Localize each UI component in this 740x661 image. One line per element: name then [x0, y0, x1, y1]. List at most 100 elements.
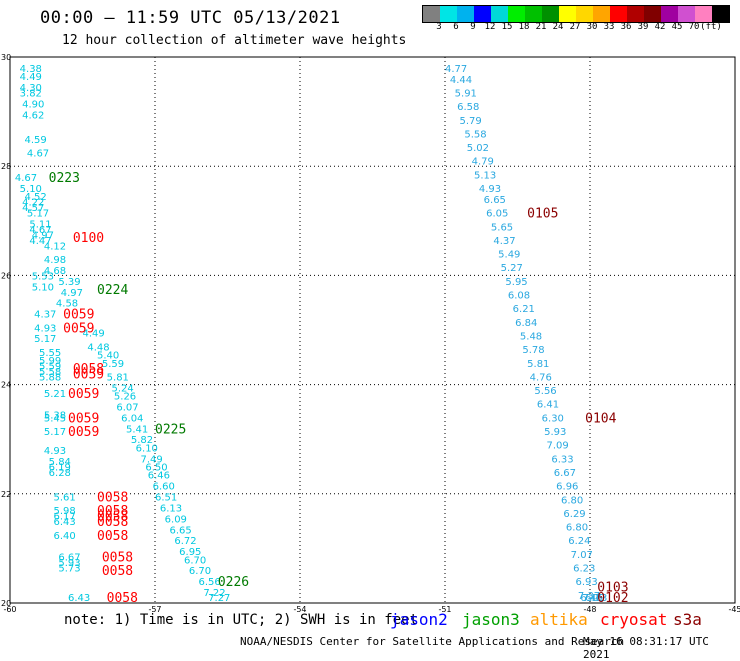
wave-height-value: 6.51	[155, 493, 177, 504]
wave-height-value: 4.49	[20, 72, 42, 83]
pass-time-label: 0103	[597, 581, 628, 596]
credit-text: NOAA/NESDIS Center for Satellite Applica…	[240, 635, 625, 648]
wave-height-value: 4.79	[472, 157, 494, 168]
wave-height-value: 6.65	[484, 195, 506, 206]
wave-height-value: 5.13	[474, 170, 496, 181]
colorbar-label: 24	[552, 22, 564, 32]
wave-height-value: 4.93	[44, 446, 66, 457]
pass-time-label: 0225	[155, 422, 186, 437]
wave-height-value: 6.70	[189, 566, 211, 577]
wave-height-value: 5.61	[54, 493, 76, 504]
wave-height-value: 5.56	[534, 386, 556, 397]
pass-time-label: 0058	[102, 551, 133, 566]
wave-height-value: 4.77	[445, 64, 467, 75]
colorbar-swatch	[423, 6, 440, 22]
wave-height-value: 4.22	[22, 198, 44, 209]
wave-height-value: 4.62	[22, 110, 44, 121]
wave-height-value: 6.46	[148, 471, 170, 482]
colorbar-swatch	[525, 6, 542, 22]
wave-height-value: 5.84	[49, 457, 71, 468]
colorbar-label: 42	[654, 22, 666, 32]
wave-height-value: 4.58	[56, 299, 78, 310]
wave-height-value: 5.58	[39, 367, 61, 378]
wave-height-value: 6.24	[568, 536, 590, 547]
page-subtitle: 12 hour collection of altimeter wave hei…	[62, 33, 407, 48]
wave-height-value: 5.17	[44, 427, 66, 438]
colorbar-label: 45	[671, 22, 683, 32]
pass-time-label: 0105	[527, 207, 558, 222]
wave-height-value: 5.38	[44, 411, 66, 422]
wave-height-value: 5.10	[32, 282, 54, 293]
colorbar-label: 3	[436, 22, 442, 32]
colorbar-label: 21	[535, 22, 547, 32]
wave-height-value: 6.93	[576, 577, 598, 588]
colorbar-label: 70	[688, 22, 700, 32]
lon-tick-label: -45	[728, 605, 740, 614]
wave-height-value: 6.13	[160, 503, 182, 514]
pass-time-label: 0059	[68, 387, 99, 402]
wave-height-value: 4.37	[493, 236, 515, 247]
wave-height-value: 6.23	[573, 564, 595, 575]
wave-height-value: 7.37	[578, 591, 600, 602]
wave-height-value: 4.67	[15, 173, 37, 184]
pass-time-label: 0058	[97, 515, 128, 530]
colorbar-label: (ft)	[700, 22, 722, 32]
colorbar-label: 9	[470, 22, 476, 32]
wave-height-value: 6.67	[58, 553, 80, 564]
wave-height-value: 6.07	[116, 402, 138, 413]
colorbar-label: 36	[620, 22, 632, 32]
colorbar-swatch	[542, 6, 559, 22]
wave-height-value: 4.38	[20, 64, 42, 75]
colorbar-swatch	[644, 6, 661, 22]
colorbar-swatch	[559, 6, 576, 22]
wave-height-value: 6.73	[585, 593, 607, 604]
wave-height-value: 4.52	[25, 192, 47, 203]
colorbar-swatch	[491, 6, 508, 22]
mission-label: jason2	[390, 610, 448, 629]
wave-height-value: 6.80	[566, 523, 588, 534]
wave-height-value: 5.48	[520, 331, 542, 342]
wave-height-value: 6.45	[580, 593, 602, 604]
colorbar-swatch	[474, 6, 491, 22]
wave-height-value: 7.49	[141, 454, 163, 465]
wave-height-value: 6.41	[537, 400, 559, 411]
pass-time-label: 0100	[73, 231, 104, 246]
wave-height-value: 6.84	[515, 318, 537, 329]
wave-height-value: 5.11	[29, 220, 51, 231]
colorbar-label: 30	[586, 22, 598, 32]
colorbar-label: 39	[637, 22, 649, 32]
colorbar	[422, 5, 730, 23]
pass-time-label: 0058	[97, 529, 128, 544]
mission-label: altika	[530, 610, 588, 629]
map-frame	[9, 56, 736, 604]
wave-height-value: 5.81	[527, 359, 549, 370]
mission-label: cryosat	[600, 610, 668, 629]
colorbar-swatch	[661, 6, 678, 22]
pass-time-label: 0059	[73, 368, 104, 383]
wave-height-value: 4.67	[27, 149, 49, 160]
colorbar-swatch	[695, 6, 712, 22]
wave-height-value: 4.93	[479, 184, 501, 195]
wave-height-value: 6.19	[49, 463, 71, 474]
wave-height-value: 6.40	[54, 531, 76, 542]
wave-height-value: 4.97	[61, 288, 83, 299]
colorbar-label: 33	[603, 22, 615, 32]
wave-height-value: 5.39	[58, 277, 80, 288]
colorbar-swatch	[576, 6, 593, 22]
lon-tick-label: -57	[148, 605, 161, 614]
colorbar-swatch	[508, 6, 525, 22]
wave-height-value: 5.93	[58, 558, 80, 569]
wave-height-value: 6.72	[174, 536, 196, 547]
wave-height-value: 7.22	[203, 588, 225, 599]
colorbar-label: 18	[518, 22, 530, 32]
pass-time-label: 0058	[73, 362, 104, 377]
lat-tick-label: 22	[1, 490, 11, 499]
pass-time-label: 0058	[102, 564, 133, 579]
mission-label: s3a	[673, 610, 702, 629]
wave-height-value: 6.43	[54, 517, 76, 528]
wave-height-value: 5.10	[20, 184, 42, 195]
page-title: 00:00 – 11:59 UTC 05/13/2021	[40, 8, 341, 28]
wave-height-value: 5.17	[34, 334, 56, 345]
lat-tick-label: 24	[1, 381, 11, 390]
